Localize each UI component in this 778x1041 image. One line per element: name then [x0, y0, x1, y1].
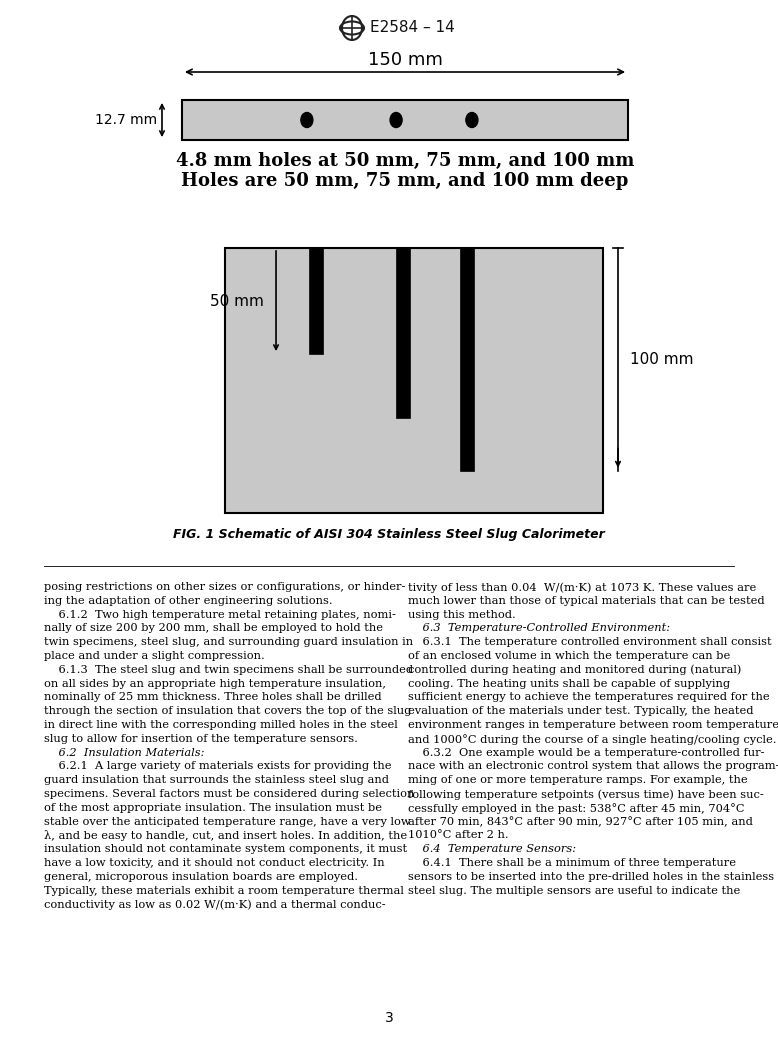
Text: of the most appropriate insulation. The insulation must be: of the most appropriate insulation. The …: [44, 803, 382, 813]
Text: after 70 min, 843°C after 90 min, 927°C after 105 min, and: after 70 min, 843°C after 90 min, 927°C …: [408, 816, 753, 828]
Text: cessfully employed in the past: 538°C after 45 min, 704°C: cessfully employed in the past: 538°C af…: [408, 803, 745, 814]
Text: nace with an electronic control system that allows the program-: nace with an electronic control system t…: [408, 761, 778, 771]
Text: 150 mm: 150 mm: [367, 51, 443, 69]
Text: 6.2  Insulation Materials:: 6.2 Insulation Materials:: [44, 747, 205, 758]
Text: 4.8 mm holes at 50 mm, 75 mm, and 100 mm: 4.8 mm holes at 50 mm, 75 mm, and 100 mm: [176, 152, 634, 170]
Text: 6.2.1  A large variety of materials exists for providing the: 6.2.1 A large variety of materials exist…: [44, 761, 391, 771]
Text: have a low toxicity, and it should not conduct electricity. In: have a low toxicity, and it should not c…: [44, 858, 384, 868]
Text: sensors to be inserted into the pre-drilled holes in the stainless: sensors to be inserted into the pre-dril…: [408, 871, 774, 882]
Text: Holes are 50 mm, 75 mm, and 100 mm deep: Holes are 50 mm, 75 mm, and 100 mm deep: [181, 172, 629, 191]
Text: following temperature setpoints (versus time) have been suc-: following temperature setpoints (versus …: [408, 789, 764, 799]
Text: posing restrictions on other sizes or configurations, or hinder-: posing restrictions on other sizes or co…: [44, 582, 405, 592]
Text: ming of one or more temperature ramps. For example, the: ming of one or more temperature ramps. F…: [408, 776, 748, 785]
Text: sufficient energy to achieve the temperatures required for the: sufficient energy to achieve the tempera…: [408, 692, 769, 703]
Bar: [396, 248, 410, 417]
Text: 6.1.3  The steel slug and twin specimens shall be surrounded: 6.1.3 The steel slug and twin specimens …: [44, 665, 413, 675]
Text: and 1000°C during the course of a single heating/cooling cycle.: and 1000°C during the course of a single…: [408, 734, 776, 744]
Text: on all sides by an appropriate high temperature insulation,: on all sides by an appropriate high temp…: [44, 679, 386, 688]
Bar: [182, 100, 628, 139]
Text: stable over the anticipated temperature range, have a very low: stable over the anticipated temperature …: [44, 816, 411, 827]
Text: twin specimens, steel slug, and surrounding guard insulation in: twin specimens, steel slug, and surround…: [44, 637, 413, 648]
Text: controlled during heating and monitored during (natural): controlled during heating and monitored …: [408, 665, 741, 676]
Text: tivity of less than 0.04  W/(m·K) at 1073 K. These values are: tivity of less than 0.04 W/(m·K) at 1073…: [408, 582, 756, 592]
Text: FIG. 1 Schematic of AISI 304 Stainless Steel Slug Calorimeter: FIG. 1 Schematic of AISI 304 Stainless S…: [173, 528, 605, 541]
Text: conductivity as low as 0.02 W/(m·K) and a thermal conduc-: conductivity as low as 0.02 W/(m·K) and …: [44, 899, 386, 910]
Text: λ, and be easy to handle, cut, and insert holes. In addition, the: λ, and be easy to handle, cut, and inser…: [44, 831, 407, 841]
Bar: [309, 248, 323, 354]
Text: specimens. Several factors must be considered during selection: specimens. Several factors must be consi…: [44, 789, 415, 799]
Ellipse shape: [466, 112, 478, 127]
Text: 6.4  Temperature Sensors:: 6.4 Temperature Sensors:: [408, 844, 576, 855]
Bar: [460, 248, 474, 471]
Text: 50 mm: 50 mm: [210, 294, 264, 308]
Text: 6.1.2  Two high temperature metal retaining plates, nomi-: 6.1.2 Two high temperature metal retaini…: [44, 610, 396, 619]
Text: 6.3  Temperature-Controlled Environment:: 6.3 Temperature-Controlled Environment:: [408, 624, 670, 633]
Text: 1010°C after 2 h.: 1010°C after 2 h.: [408, 831, 509, 840]
Text: Typically, these materials exhibit a room temperature thermal: Typically, these materials exhibit a roo…: [44, 886, 404, 895]
Text: place and under a slight compression.: place and under a slight compression.: [44, 651, 265, 661]
Ellipse shape: [390, 112, 402, 127]
Text: 100 mm: 100 mm: [630, 352, 693, 366]
Text: nominally of 25 mm thickness. Three holes shall be drilled: nominally of 25 mm thickness. Three hole…: [44, 692, 382, 703]
Bar: [225, 248, 603, 513]
Ellipse shape: [301, 112, 313, 127]
Text: 6.4.1  There shall be a minimum of three temperature: 6.4.1 There shall be a minimum of three …: [408, 858, 736, 868]
Text: of an enclosed volume in which the temperature can be: of an enclosed volume in which the tempe…: [408, 651, 731, 661]
Text: general, microporous insulation boards are employed.: general, microporous insulation boards a…: [44, 871, 358, 882]
Text: nally of size 200 by 200 mm, shall be employed to hold the: nally of size 200 by 200 mm, shall be em…: [44, 624, 383, 633]
Text: through the section of insulation that covers the top of the slug: through the section of insulation that c…: [44, 706, 412, 716]
Text: 6.3.1  The temperature controlled environment shall consist: 6.3.1 The temperature controlled environ…: [408, 637, 772, 648]
Text: much lower than those of typical materials that can be tested: much lower than those of typical materia…: [408, 595, 765, 606]
Text: slug to allow for insertion of the temperature sensors.: slug to allow for insertion of the tempe…: [44, 734, 358, 744]
Text: guard insulation that surrounds the stainless steel slug and: guard insulation that surrounds the stai…: [44, 776, 389, 785]
Text: insulation should not contaminate system components, it must: insulation should not contaminate system…: [44, 844, 407, 855]
Text: in direct line with the corresponding milled holes in the steel: in direct line with the corresponding mi…: [44, 720, 398, 730]
Text: 12.7 mm: 12.7 mm: [95, 113, 157, 127]
Text: steel slug. The multiple sensors are useful to indicate the: steel slug. The multiple sensors are use…: [408, 886, 740, 895]
Text: environment ranges in temperature between room temperature: environment ranges in temperature betwee…: [408, 720, 778, 730]
Text: 3: 3: [384, 1011, 394, 1025]
Text: evaluation of the materials under test. Typically, the heated: evaluation of the materials under test. …: [408, 706, 754, 716]
Text: E2584 – 14: E2584 – 14: [370, 21, 455, 35]
Text: ing the adaptation of other engineering solutions.: ing the adaptation of other engineering …: [44, 595, 333, 606]
Text: cooling. The heating units shall be capable of supplying: cooling. The heating units shall be capa…: [408, 679, 730, 688]
Text: using this method.: using this method.: [408, 610, 516, 619]
Text: 6.3.2  One example would be a temperature-controlled fur-: 6.3.2 One example would be a temperature…: [408, 747, 765, 758]
